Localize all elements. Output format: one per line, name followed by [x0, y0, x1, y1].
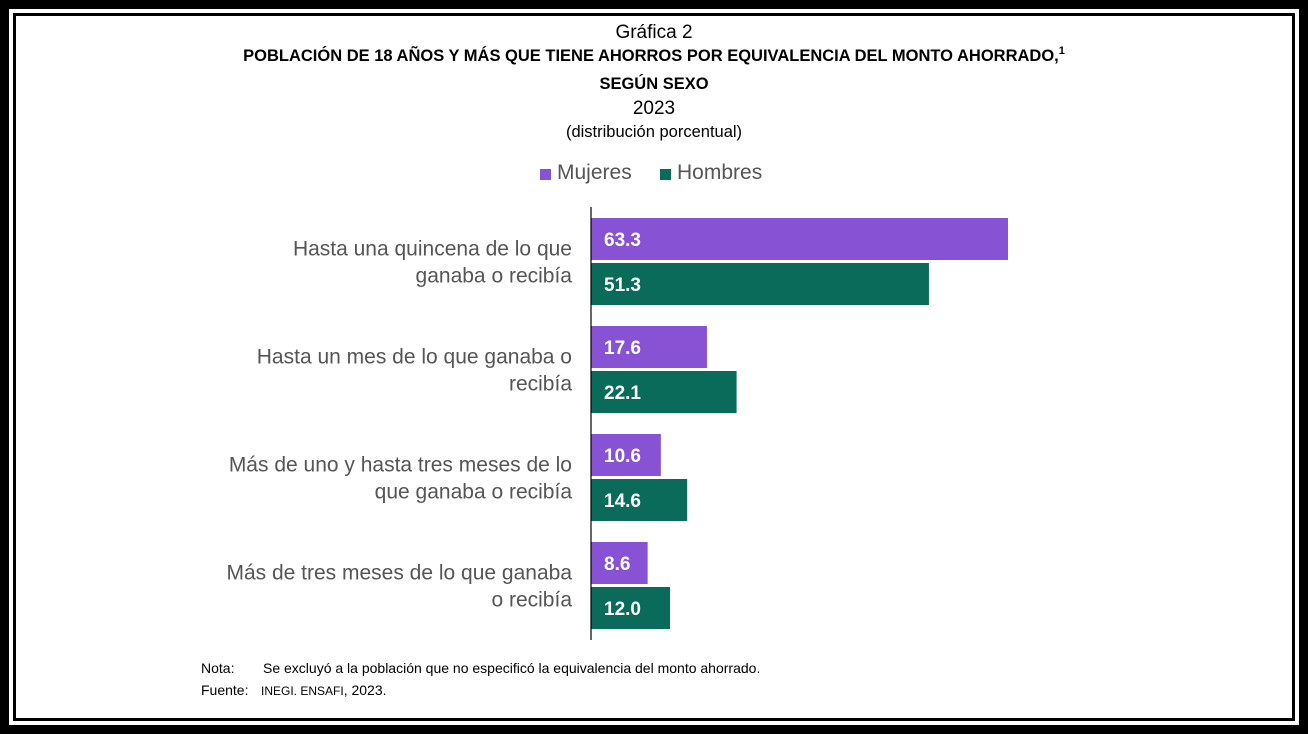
data-label-mujeres-3: 8.6 [604, 554, 630, 575]
chart-subtitle: (distribución porcentual) [565, 123, 743, 141]
legend-swatch-hombres [660, 169, 671, 180]
chart-note: Nota: Se excluyó a la población que no e… [201, 660, 760, 676]
data-label-hombres-3: 12.0 [604, 599, 641, 620]
category-label-1-line2: recibía [509, 373, 572, 396]
chart-title-line1: POBLACIÓN DE 18 AÑOS Y MÁS QUE TIENE AHO… [0, 45, 1308, 66]
legend-label-mujeres: Mujeres [557, 161, 632, 184]
chart-year: 2023 [632, 98, 676, 119]
category-label-1-line1: Hasta un mes de lo que ganaba o [257, 346, 572, 369]
bar-mujeres-1 [591, 326, 707, 368]
category-label-0-line2: ganaba o recibía [416, 265, 573, 288]
data-label-hombres-0: 51.3 [604, 275, 641, 296]
note-text: Se excluyó a la población que no especif… [263, 660, 761, 676]
bar-hombres-2 [591, 479, 688, 521]
data-label-mujeres-0: 63.3 [604, 230, 641, 251]
source-label: Fuente: [201, 682, 249, 698]
category-label-2-line1: Más de uno y hasta tres meses de lo [229, 454, 572, 477]
note-label: Nota: [201, 660, 235, 676]
source-year: , 2023. [343, 682, 387, 698]
bar-hombres-3 [591, 587, 671, 629]
bar-hombres-1 [591, 371, 737, 413]
category-label-2-line2: que ganaba o recibía [375, 481, 573, 504]
bar-mujeres-3 [591, 542, 648, 584]
data-label-hombres-1: 22.1 [604, 383, 641, 404]
bar-mujeres-2 [591, 434, 661, 476]
legend-label-hombres: Hombres [677, 161, 763, 184]
category-label-3-line2: o recibía [491, 589, 572, 612]
data-label-hombres-2: 14.6 [604, 491, 641, 512]
source-text: INEGI. ENSAFI, 2023. [261, 682, 387, 698]
chart-title-line2: SEGÚN SEXO [599, 75, 709, 93]
category-label-0-line1: Hasta una quincena de lo que [293, 238, 572, 261]
data-label-mujeres-1: 17.6 [604, 338, 641, 359]
title-text: POBLACIÓN DE 18 AÑOS Y MÁS QUE TIENE AHO… [243, 47, 1059, 65]
chart-heading: Gráfica 2 [615, 22, 693, 43]
category-label-3-line1: Más de tres meses de lo que ganaba [226, 562, 572, 585]
source-org: INEGI. ENSAFI [261, 684, 344, 698]
bar-hombres-0 [591, 263, 929, 305]
legend-swatch-mujeres [540, 169, 551, 180]
title-footnote-mark: 1 [1058, 45, 1065, 57]
bar-mujeres-0 [591, 218, 1008, 260]
chart-source: Fuente: INEGI. ENSAFI, 2023. [201, 682, 387, 698]
data-label-mujeres-2: 10.6 [604, 446, 641, 467]
inner-frame [13, 13, 1295, 721]
